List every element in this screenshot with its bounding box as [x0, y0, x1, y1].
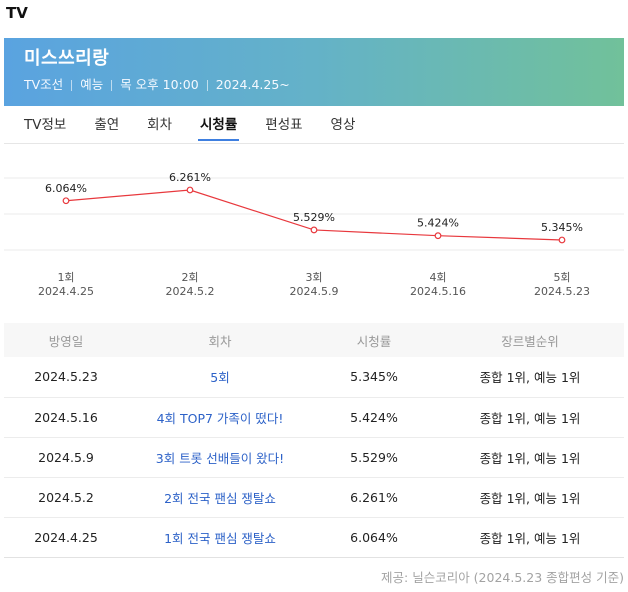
x-tick-label: 4회: [429, 271, 446, 284]
x-tick-date: 2024.4.25: [38, 285, 94, 298]
header-air-date: 방영일: [4, 323, 128, 357]
cell-date: 2024.4.25: [4, 517, 128, 558]
episode-link[interactable]: 3회 트롯 선배들이 왔다!: [155, 450, 285, 466]
cell-rank: 종합 1위, 예능 1위: [436, 517, 624, 558]
data-point: [310, 226, 318, 234]
episode-link[interactable]: 5회: [210, 370, 230, 386]
cell-date: 2024.5.16: [4, 397, 128, 438]
cell-date: 2024.5.9: [4, 437, 128, 478]
cell-episode: 2회 전국 팬심 쟁탈쇼: [128, 477, 312, 518]
header-episode: 회차: [128, 323, 312, 357]
table-header-row: 방영일 회차 시청률 장르별순위: [4, 323, 624, 357]
x-tick-label: 3회: [305, 271, 322, 284]
schedule-label: 목 오후 10:00: [120, 77, 199, 92]
cell-date: 2024.5.23: [4, 357, 128, 398]
tab-tv-info[interactable]: TV정보: [24, 117, 67, 133]
cell-rank: 종합 1위, 예능 1위: [436, 437, 624, 478]
meta-divider: [111, 79, 113, 91]
data-label: 6.261%: [169, 171, 211, 184]
table-row: 2024.5.23 5회 5.345% 종합 1위, 예능 1위: [4, 357, 624, 398]
data-point: [434, 232, 442, 240]
x-tick-label: 1회: [57, 271, 74, 284]
cell-episode: 1회 전국 팬심 쟁탈쇼: [128, 517, 312, 558]
tab-video[interactable]: 영상: [330, 117, 356, 133]
cell-rating: 6.064%: [312, 517, 436, 558]
ratings-chart: 6.064% 1회 2024.4.25 6.261% 2회 2024.5.2 5.529% 3…: [4, 160, 624, 305]
meta-divider: [71, 79, 73, 91]
data-point: [186, 186, 194, 194]
table-row: 2024.5.2 2회 전국 팬심 쟁탈쇼 6.261% 종합 1위, 예능 1…: [4, 477, 624, 518]
data-label: 5.424%: [417, 217, 459, 230]
program-banner: 미스쓰리랑 TV조선 예능 목 오후 10:00 2024.4.25~: [4, 38, 624, 106]
cell-episode: 3회 트롯 선배들이 왔다!: [128, 437, 312, 478]
tab-episodes[interactable]: 회차: [147, 117, 173, 133]
table-row: 2024.5.16 4회 TOP7 가족이 떴다! 5.424% 종합 1위, …: [4, 397, 624, 438]
tab-ratings[interactable]: 시청률: [198, 106, 240, 144]
channel-label: TV조선: [24, 77, 64, 92]
header-rating: 시청률: [312, 323, 436, 357]
data-source-note: 제공: 닐슨코리아 (2024.5.23 종합편성 기준): [381, 570, 624, 585]
episode-link[interactable]: 2회 전국 팬심 쟁탈쇼: [164, 490, 276, 506]
data-point: [558, 236, 566, 244]
data-label: 6.064%: [45, 182, 87, 195]
program-card: 미스쓰리랑 TV조선 예능 목 오후 10:00 2024.4.25~ TV정보…: [4, 38, 624, 144]
cell-rank: 종합 1위, 예능 1위: [436, 397, 624, 438]
episode-link[interactable]: 1회 전국 팬심 쟁탈쇼: [164, 530, 276, 546]
start-date-label: 2024.4.25~: [215, 77, 290, 92]
cell-rating: 6.261%: [312, 477, 436, 518]
meta-divider: [206, 79, 208, 91]
cell-rating: 5.424%: [312, 397, 436, 438]
table-row: 2024.5.9 3회 트롯 선배들이 왔다! 5.529% 종합 1위, 예능…: [4, 437, 624, 478]
section-title: TV: [6, 4, 28, 22]
ratings-table: 방영일 회차 시청률 장르별순위 2024.5.23 5회 5.345% 종합 …: [4, 323, 624, 558]
program-title[interactable]: 미스쓰리랑: [24, 48, 110, 69]
episode-link[interactable]: 4회 TOP7 가족이 떴다!: [156, 410, 284, 426]
ratings-table-container: 방영일 회차 시청률 장르별순위 2024.5.23 5회 5.345% 종합 …: [4, 323, 624, 558]
cell-rating: 5.345%: [312, 357, 436, 398]
cell-rank: 종합 1위, 예능 1위: [436, 357, 624, 398]
x-tick-date: 2024.5.16: [410, 285, 466, 298]
cell-rating: 5.529%: [312, 437, 436, 478]
cell-rank: 종합 1위, 예능 1위: [436, 477, 624, 518]
data-label: 5.345%: [541, 221, 583, 234]
table-row: 2024.4.25 1회 전국 팬심 쟁탈쇼 6.064% 종합 1위, 예능 …: [4, 517, 624, 558]
genre-label: 예능: [80, 77, 104, 92]
x-tick-label: 5회: [553, 271, 570, 284]
program-tabs: TV정보 출연 회차 시청률 편성표 영상: [4, 106, 624, 144]
x-tick-label: 2회: [181, 271, 198, 284]
header-genre-rank: 장르별순위: [436, 323, 624, 357]
cell-episode: 4회 TOP7 가족이 떴다!: [128, 397, 312, 438]
x-tick-date: 2024.5.23: [534, 285, 590, 298]
tab-cast[interactable]: 출연: [94, 117, 120, 133]
data-label: 5.529%: [293, 211, 335, 224]
program-meta: TV조선 예능 목 오후 10:00 2024.4.25~: [24, 77, 624, 93]
cell-episode: 5회: [128, 357, 312, 398]
x-tick-date: 2024.5.9: [290, 285, 339, 298]
tab-schedule[interactable]: 편성표: [265, 117, 303, 133]
data-point: [62, 197, 70, 205]
cell-date: 2024.5.2: [4, 477, 128, 518]
x-tick-date: 2024.5.2: [166, 285, 215, 298]
